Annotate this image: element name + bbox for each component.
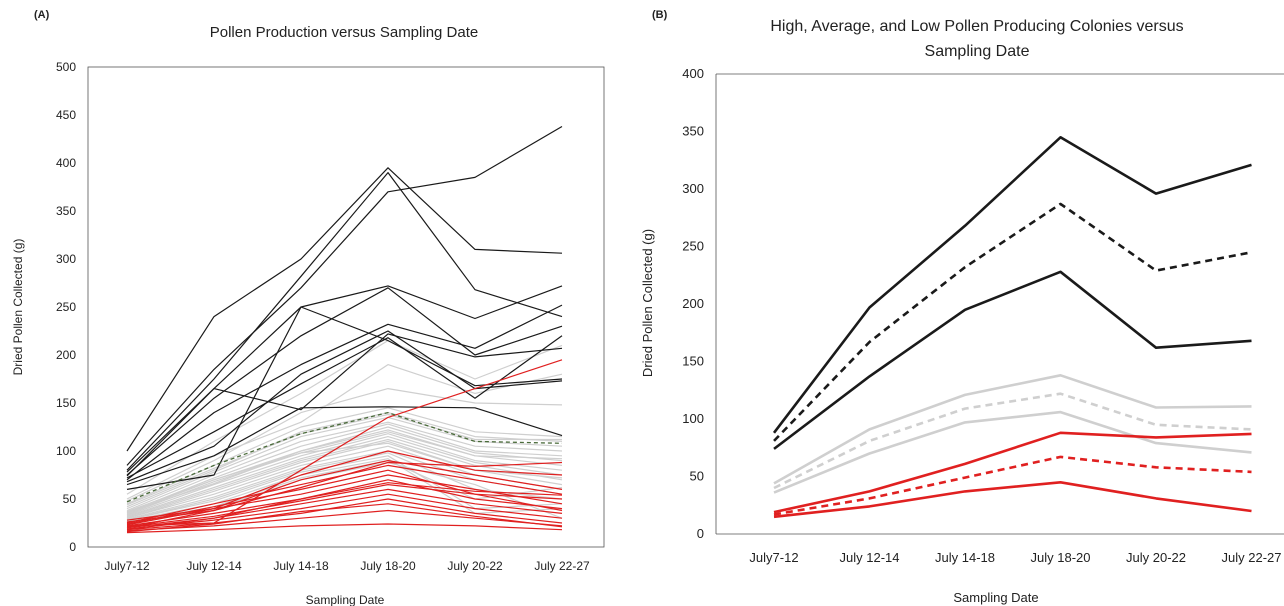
panel-a-y-tick-label: 500 [56, 60, 76, 74]
panel-a-average-line [126, 455, 563, 521]
panel-b-x-tick-label: July 12-14 [840, 550, 900, 565]
panel-b-label: (B) [652, 9, 668, 21]
panel-a-x-tick-label: July 22-27 [534, 559, 590, 573]
panel-a-label: (A) [34, 9, 50, 21]
panel-b-y-tick-label: 150 [682, 354, 704, 369]
panel-b-y-tick-label: 300 [682, 181, 704, 196]
panel-a-average-line [126, 388, 563, 502]
panel-a-x-tick-label: July 14-18 [273, 559, 329, 573]
panel-a-xlabel: Sampling Date [306, 593, 385, 606]
panel-a-high-line [126, 287, 563, 476]
panel-b-average-dashed-line [773, 392, 1252, 490]
panel-a-x-tick-label: July 12-14 [186, 559, 242, 573]
panel-b-y-tick-label: 100 [682, 411, 704, 426]
panel-a-low-line [126, 479, 563, 527]
panel-a-y-tick-label: 200 [56, 348, 76, 362]
panel-b-y-tick-label: 350 [682, 124, 704, 139]
panel-a-average-line [126, 412, 563, 508]
panel-a-low-line [126, 484, 563, 528]
panel-a-y-tick-label: 0 [69, 540, 76, 554]
panel-a-plot-area [87, 66, 605, 548]
panel-b-title-line-2: Sampling Date [925, 43, 1030, 60]
panel-a-low-line [126, 461, 563, 529]
panel-a-low-line [126, 509, 563, 532]
panel-a-chart: (A) Pollen Production versus Sampling Da… [11, 9, 605, 606]
panel-a-average-line [126, 438, 563, 518]
panel-a-x-tick-label: July7-12 [104, 559, 150, 573]
panel-a-low-line [126, 482, 563, 531]
panel-a-high-line [126, 167, 563, 452]
panel-a-y-tick-label: 450 [56, 108, 76, 122]
panel-a-average-line [126, 440, 563, 519]
panel-b-y-tick-label: 250 [682, 239, 704, 254]
panel-a-low-line [126, 503, 563, 533]
panel-b-x-ticks: July7-12 July 12-14 July 14-18 July 18-20 Ju… [749, 550, 1281, 565]
panel-b-average-solid-line [773, 410, 1252, 494]
panel-b-low-solid-line [773, 480, 1252, 519]
panel-a-average-line [126, 429, 563, 513]
panel-b-x-tick-label: July 22-27 [1222, 550, 1282, 565]
panel-b-high-solid-line [773, 270, 1252, 450]
panel-a-high-line [126, 330, 563, 483]
panel-a-ylabel: Dried Pollen Collected (g) [11, 239, 25, 376]
panel-a-average-line [126, 431, 563, 515]
panel-b-average-solid-line [773, 373, 1252, 485]
panel-a-low-line [126, 469, 563, 525]
panel-a-average-line [126, 416, 563, 510]
panel-a-x-tick-label: July 18-20 [360, 559, 416, 573]
panel-a-x-ticks: July7-12 July 12-14 July 14-18 July 18-20 Ju… [104, 559, 590, 573]
panel-b-xlabel: Sampling Date [953, 590, 1038, 605]
panel-a-y-tick-label: 100 [56, 444, 76, 458]
panel-b-chart: (B) High, Average, and Low Pollen Produc… [640, 9, 1284, 605]
panel-a-average-line [126, 452, 563, 521]
panel-a-high-line [126, 406, 563, 486]
panel-a-y-tick-label: 300 [56, 252, 76, 266]
panel-b-y-tick-label: 0 [697, 526, 704, 541]
panel-a-average-dashed-line [126, 411, 563, 503]
panel-a-average-line [126, 413, 562, 506]
panel-a-average-line [126, 364, 563, 500]
panel-a-y-tick-label: 150 [56, 396, 76, 410]
panel-a-high-line [126, 306, 563, 490]
panel-a-high-line [126, 304, 563, 481]
panel-a-average-line [126, 340, 563, 495]
panel-a-y-tick-label: 250 [56, 300, 76, 314]
panel-a-y-tick-label: 50 [63, 492, 77, 506]
panel-b-x-tick-label: July 20-22 [1126, 550, 1186, 565]
panel-a-series-lines [126, 125, 563, 534]
panel-a-y-ticks: 0 50 100 150 200 250 300 350 400 450 500 [56, 60, 76, 554]
panel-a-y-tick-label: 400 [56, 156, 76, 170]
panel-a-low-line [126, 493, 563, 530]
panel-a-low-line [126, 523, 563, 534]
panel-b-low-solid-line [773, 431, 1252, 514]
panel-a-average-line [126, 421, 563, 512]
panel-a-average-line [126, 433, 563, 516]
panel-a-high-line [126, 125, 563, 466]
panel-b-high-solid-line [772, 136, 1252, 434]
panel-b-x-tick-label: July 18-20 [1031, 550, 1091, 565]
panel-a-y-tick-label: 350 [56, 204, 76, 218]
panel-b-ylabel: Dried Pollen Collected (g) [640, 229, 655, 377]
panel-b-series-lines [772, 136, 1252, 519]
panel-b-high-dashed-line [773, 202, 1252, 442]
panel-a-title: Pollen Production versus Sampling Date [210, 24, 478, 41]
panel-a-low-line [126, 498, 563, 531]
panel-a-high-line [126, 172, 563, 471]
panel-b-y-ticks: 0 50 100 150 200 250 300 350 400 [682, 66, 704, 541]
panel-b-x-tick-label: July7-12 [749, 550, 798, 565]
panel-b-low-dashed-line [773, 455, 1252, 516]
panel-a-low-line [126, 359, 563, 527]
panel-a-average-line [126, 423, 563, 513]
panel-b-title-line-1: High, Average, and Low Pollen Producing … [770, 18, 1183, 35]
panel-b-y-tick-label: 400 [682, 66, 704, 81]
panel-b-y-tick-label: 200 [682, 296, 704, 311]
panel-a-high-line [126, 333, 563, 477]
panel-b-x-tick-label: July 14-18 [935, 550, 995, 565]
panel-a-low-line [126, 450, 563, 521]
panel-a-low-line [126, 460, 563, 523]
panel-b-y-tick-label: 50 [690, 469, 704, 484]
panel-a-x-tick-label: July 20-22 [447, 559, 503, 573]
